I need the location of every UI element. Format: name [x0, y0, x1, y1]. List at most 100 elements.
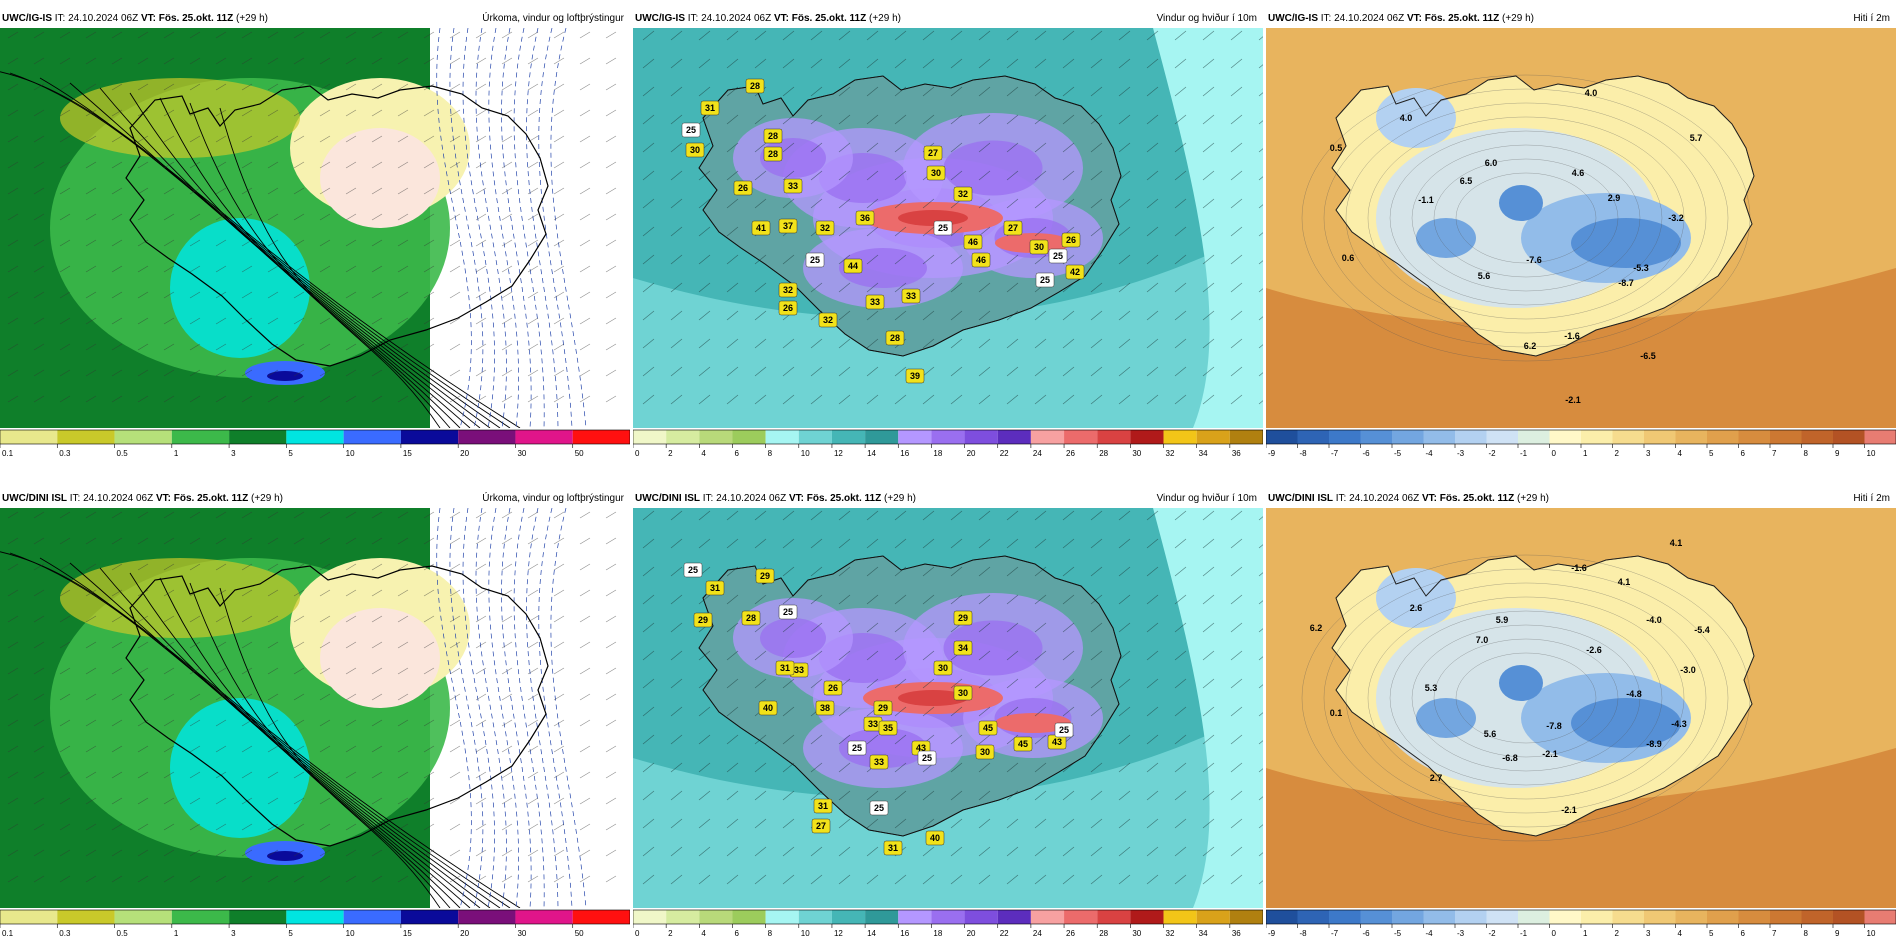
gust-value-label: 30 [953, 685, 973, 701]
colorbar-tick-label: -2 [1489, 449, 1497, 458]
wind-panel-igis: UWC/IG-IS IT: 24.10.2024 06Z VT: Fös. 25… [633, 10, 1263, 468]
temp-value-label: 4.1 [1670, 538, 1683, 548]
colorbar-tick-label: -9 [1268, 929, 1276, 938]
colorbar-swatch [1833, 910, 1865, 924]
colorbar-tick-label: 0 [635, 449, 640, 458]
wind-map: 25 31 29 29 28 25 33 26 31 29 34 29 30 40 38 33 35 45 30 45… [633, 508, 1263, 908]
temp-panel-dini: UWC/DINI ISL IT: 24.10.2024 06Z VT: Fös.… [1266, 490, 1896, 948]
colorbar-swatch [286, 430, 344, 444]
colorbar-tick-label: 6 [1741, 449, 1746, 458]
temp-value-label: -2.1 [1561, 805, 1577, 815]
lead-time: (+29 h) [1517, 493, 1549, 504]
colorbar-swatch [1707, 910, 1739, 924]
colorbar-tick-label: 10 [346, 449, 355, 458]
colorbar-tick-label: -2 [1489, 929, 1497, 938]
colorbar-swatch [1329, 910, 1361, 924]
temp-value: 4.6 [1572, 168, 1585, 178]
colorbar-tick-label: 18 [933, 449, 942, 458]
temp-value: 2.6 [1410, 603, 1423, 613]
colorbar-swatch [114, 430, 172, 444]
colorbar-swatch [1549, 430, 1581, 444]
temp-value-label: 5.6 [1478, 271, 1491, 281]
model-name: UWC/DINI ISL [1268, 493, 1333, 504]
model-name: UWC/IG-IS [1268, 13, 1318, 24]
gust-value-label: 29 [873, 700, 893, 716]
colorbar-tick-label: 24 [1033, 929, 1042, 938]
panel-header: UWC/DINI ISL IT: 24.10.2024 06Z VT: Fös.… [633, 490, 1263, 508]
gust-value: 29 [760, 571, 770, 581]
gust-value-label: 28 [885, 330, 905, 346]
gust-value: 39 [910, 371, 920, 381]
colorbar-tick-label: -4 [1426, 929, 1434, 938]
temp-value: -3.0 [1680, 665, 1696, 675]
colorbar-tick-label: 16 [900, 929, 909, 938]
colorbar-swatch [1130, 430, 1164, 444]
precip-panel-dini: UWC/DINI ISL IT: 24.10.2024 06Z VT: Fös.… [0, 490, 630, 948]
lead-time: (+29 h) [251, 493, 283, 504]
temp-value-label: 6.0 [1485, 158, 1498, 168]
colorbar-tick-label: 0.5 [117, 449, 129, 458]
gust-value-label: 46 [963, 234, 983, 250]
gust-value: 25 [874, 803, 884, 813]
gust-value: 33 [788, 181, 798, 191]
colorbar-swatch [1455, 910, 1487, 924]
panel-header: UWC/DINI ISL IT: 24.10.2024 06Z VT: Fös.… [0, 490, 630, 508]
colorbar-tick-label: 9 [1835, 929, 1840, 938]
gust-value: 28 [768, 149, 778, 159]
precip-map [0, 508, 630, 908]
gust-value: 25 [922, 753, 932, 763]
colorbar-tick-label: 28 [1099, 929, 1108, 938]
colorbar-swatch [831, 910, 866, 924]
gust-value-label: 25 [917, 750, 937, 766]
colorbar-tick-label: 20 [460, 929, 469, 938]
gust-value: 45 [983, 723, 993, 733]
colorbar-tick-label: -1 [1520, 449, 1528, 458]
valid-time: Fös. 25.okt. 11Z [1424, 13, 1500, 24]
colorbar-swatch [1392, 910, 1424, 924]
colorbar-tick-label: 1 [1583, 449, 1588, 458]
temp-value: -5.3 [1633, 263, 1649, 273]
gust-value-label: 25 [869, 800, 889, 816]
gust-value: 27 [928, 148, 938, 158]
colorbar-tick-label: 36 [1232, 929, 1241, 938]
gust-value: 41 [756, 223, 766, 233]
colorbar-tick-label: 22 [1000, 449, 1009, 458]
colorbar-tick-label: 2 [668, 449, 673, 458]
gust-value-label: 30 [926, 165, 946, 181]
temp-value: -5.4 [1694, 625, 1710, 635]
init-time: 24.10.2024 06Z [701, 13, 772, 24]
gust-value-label: 41 [751, 220, 771, 236]
colorbar-tick-label: 30 [1132, 449, 1141, 458]
temp-value: 4.1 [1670, 538, 1683, 548]
model-name: UWC/DINI ISL [2, 493, 67, 504]
gust-value-label: 32 [818, 312, 838, 328]
panel-title: Vindur og hviður í 10m [1156, 13, 1257, 24]
wind-map: 28 31 25 30 28 28 26 33 41 37 32 36 25 44 32 33 32 26 28 33… [633, 28, 1263, 428]
colorbar-swatch [1675, 430, 1707, 444]
gust-value: 25 [810, 255, 820, 265]
gust-value: 28 [750, 81, 760, 91]
gust-value: 25 [783, 607, 793, 617]
colorbar-swatch [114, 910, 172, 924]
colorbar-tick-label: 8 [1804, 449, 1809, 458]
temp-value-label: 4.1 [1618, 577, 1631, 587]
colorbar-swatch [1770, 910, 1802, 924]
colorbar-tick-label: 15 [403, 449, 412, 458]
colorbar-swatch [1518, 430, 1550, 444]
temp-value-label: -5.4 [1694, 625, 1710, 635]
colorbar-swatch [1549, 910, 1581, 924]
colorbar-swatch [1030, 430, 1065, 444]
colorbar-tick-label: 36 [1232, 449, 1241, 458]
colorbar-swatch [0, 910, 58, 924]
lead-time: (+29 h) [884, 493, 916, 504]
gust-value-label: 35 [878, 720, 898, 736]
temp-value-label: 0.5 [1330, 143, 1343, 153]
temp-colorbar: -9 -8 -7 -6 -5 -4 -3 -2 -1 0 1 2 3 4 5 6 7 8 9 10 [1266, 429, 1896, 458]
gust-value: 43 [1052, 737, 1062, 747]
temp-value: -2.6 [1586, 645, 1602, 655]
gust-value: 32 [783, 285, 793, 295]
gust-value: 34 [958, 643, 968, 653]
temp-value: 5.6 [1484, 729, 1497, 739]
valid-time: Fös. 25.okt. 11Z [158, 13, 234, 24]
colorbar-tick-label: 2 [668, 929, 673, 938]
